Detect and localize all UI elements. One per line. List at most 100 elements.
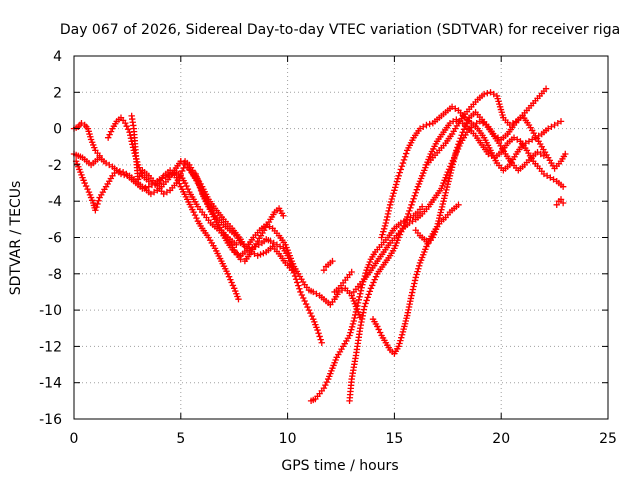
data-point-marker [315,330,322,337]
data-point-marker [386,204,393,212]
data-point-marker [362,300,369,307]
data-point-marker [396,169,403,176]
data-point-marker [346,332,353,339]
data-point-marker [553,201,560,209]
data-point-marker [106,131,113,138]
data-point-marker [365,291,372,298]
data-point-marker [318,339,325,346]
data-point-marker [412,189,419,196]
data-point-marker [292,276,300,283]
series-1 [70,119,103,160]
series-9 [307,203,426,405]
data-point-marker [113,167,120,174]
x-axis-label: GPS time / hours [281,458,398,474]
data-point-marker [374,323,381,330]
data-point-marker [415,262,423,270]
data-point-marker [395,172,402,179]
data-point-marker [441,195,448,202]
data-point-marker [123,170,130,178]
data-point-marker [464,117,472,124]
data-point-marker [348,323,356,330]
data-point-marker [544,125,552,132]
data-point-marker [411,277,419,284]
data-point-marker [534,148,541,156]
data-point-marker [443,186,450,194]
data-point-marker [107,128,115,135]
data-point-marker [385,207,392,215]
data-point-marker [370,279,377,286]
data-point-marker [368,282,376,289]
data-point-marker [357,287,365,294]
data-point-marker [405,210,412,218]
data-point-marker [448,164,456,171]
data-point-marker [401,153,409,160]
data-point-marker [314,326,321,334]
data-point-marker [381,222,389,230]
data-point-marker [409,217,416,225]
y-tick-label: 4 [53,49,62,65]
data-point-marker [459,129,466,136]
data-point-marker [387,198,395,206]
data-point-marker [297,288,304,296]
data-point-marker [547,174,554,181]
data-point-marker [233,241,240,248]
data-point-marker [446,172,454,179]
data-point-marker [378,234,385,241]
data-point-marker [484,90,491,97]
series-14 [369,201,462,357]
data-point-marker [449,118,457,125]
data-point-marker [119,168,127,176]
data-point-marker [193,214,200,222]
data-point-marker [195,179,203,187]
data-point-marker [304,303,311,311]
data-point-marker [372,273,380,280]
y-tick-label: -8 [48,267,62,283]
data-point-marker [349,320,357,328]
data-point-marker [463,120,470,127]
x-tick-label: 10 [279,431,297,447]
data-point-marker [193,173,201,181]
data-point-marker [397,166,405,173]
data-point-marker [227,276,234,283]
data-point-marker [388,195,396,203]
data-point-marker [361,303,368,310]
data-point-marker [356,293,363,300]
data-point-marker [447,169,454,177]
x-tick-label: 15 [385,431,403,447]
data-point-marker [134,176,142,183]
data-point-marker [307,309,314,317]
data-point-marker [441,192,449,199]
data-point-marker [415,265,422,272]
data-point-marker [364,294,371,301]
data-point-marker [191,211,199,219]
data-point-marker [181,179,189,187]
data-point-marker [224,270,231,277]
data-point-marker [396,340,403,347]
data-point-marker [179,167,186,175]
data-point-marker [409,289,416,296]
data-point-marker [397,337,404,344]
data-point-marker [409,198,416,206]
data-point-marker [550,176,557,183]
data-point-marker [453,116,460,123]
data-point-marker [200,191,207,199]
data-point-marker [338,286,346,294]
data-point-marker [418,203,426,210]
data-point-marker [448,103,456,111]
data-point-marker [390,190,397,197]
data-point-marker [392,184,399,191]
data-point-marker [313,290,320,297]
data-point-marker [402,216,410,224]
data-point-marker [522,139,529,147]
data-point-marker [438,203,446,211]
data-point-marker [406,219,413,227]
x-tick-label: 0 [70,431,79,447]
y-tick-label: -14 [39,376,62,392]
data-point-marker [82,182,90,190]
data-point-marker [408,292,415,299]
data-point-marker [455,141,462,148]
data-point-marker [308,312,316,320]
data-point-marker [491,132,498,140]
data-point-marker [551,121,558,129]
data-point-marker [273,241,281,248]
